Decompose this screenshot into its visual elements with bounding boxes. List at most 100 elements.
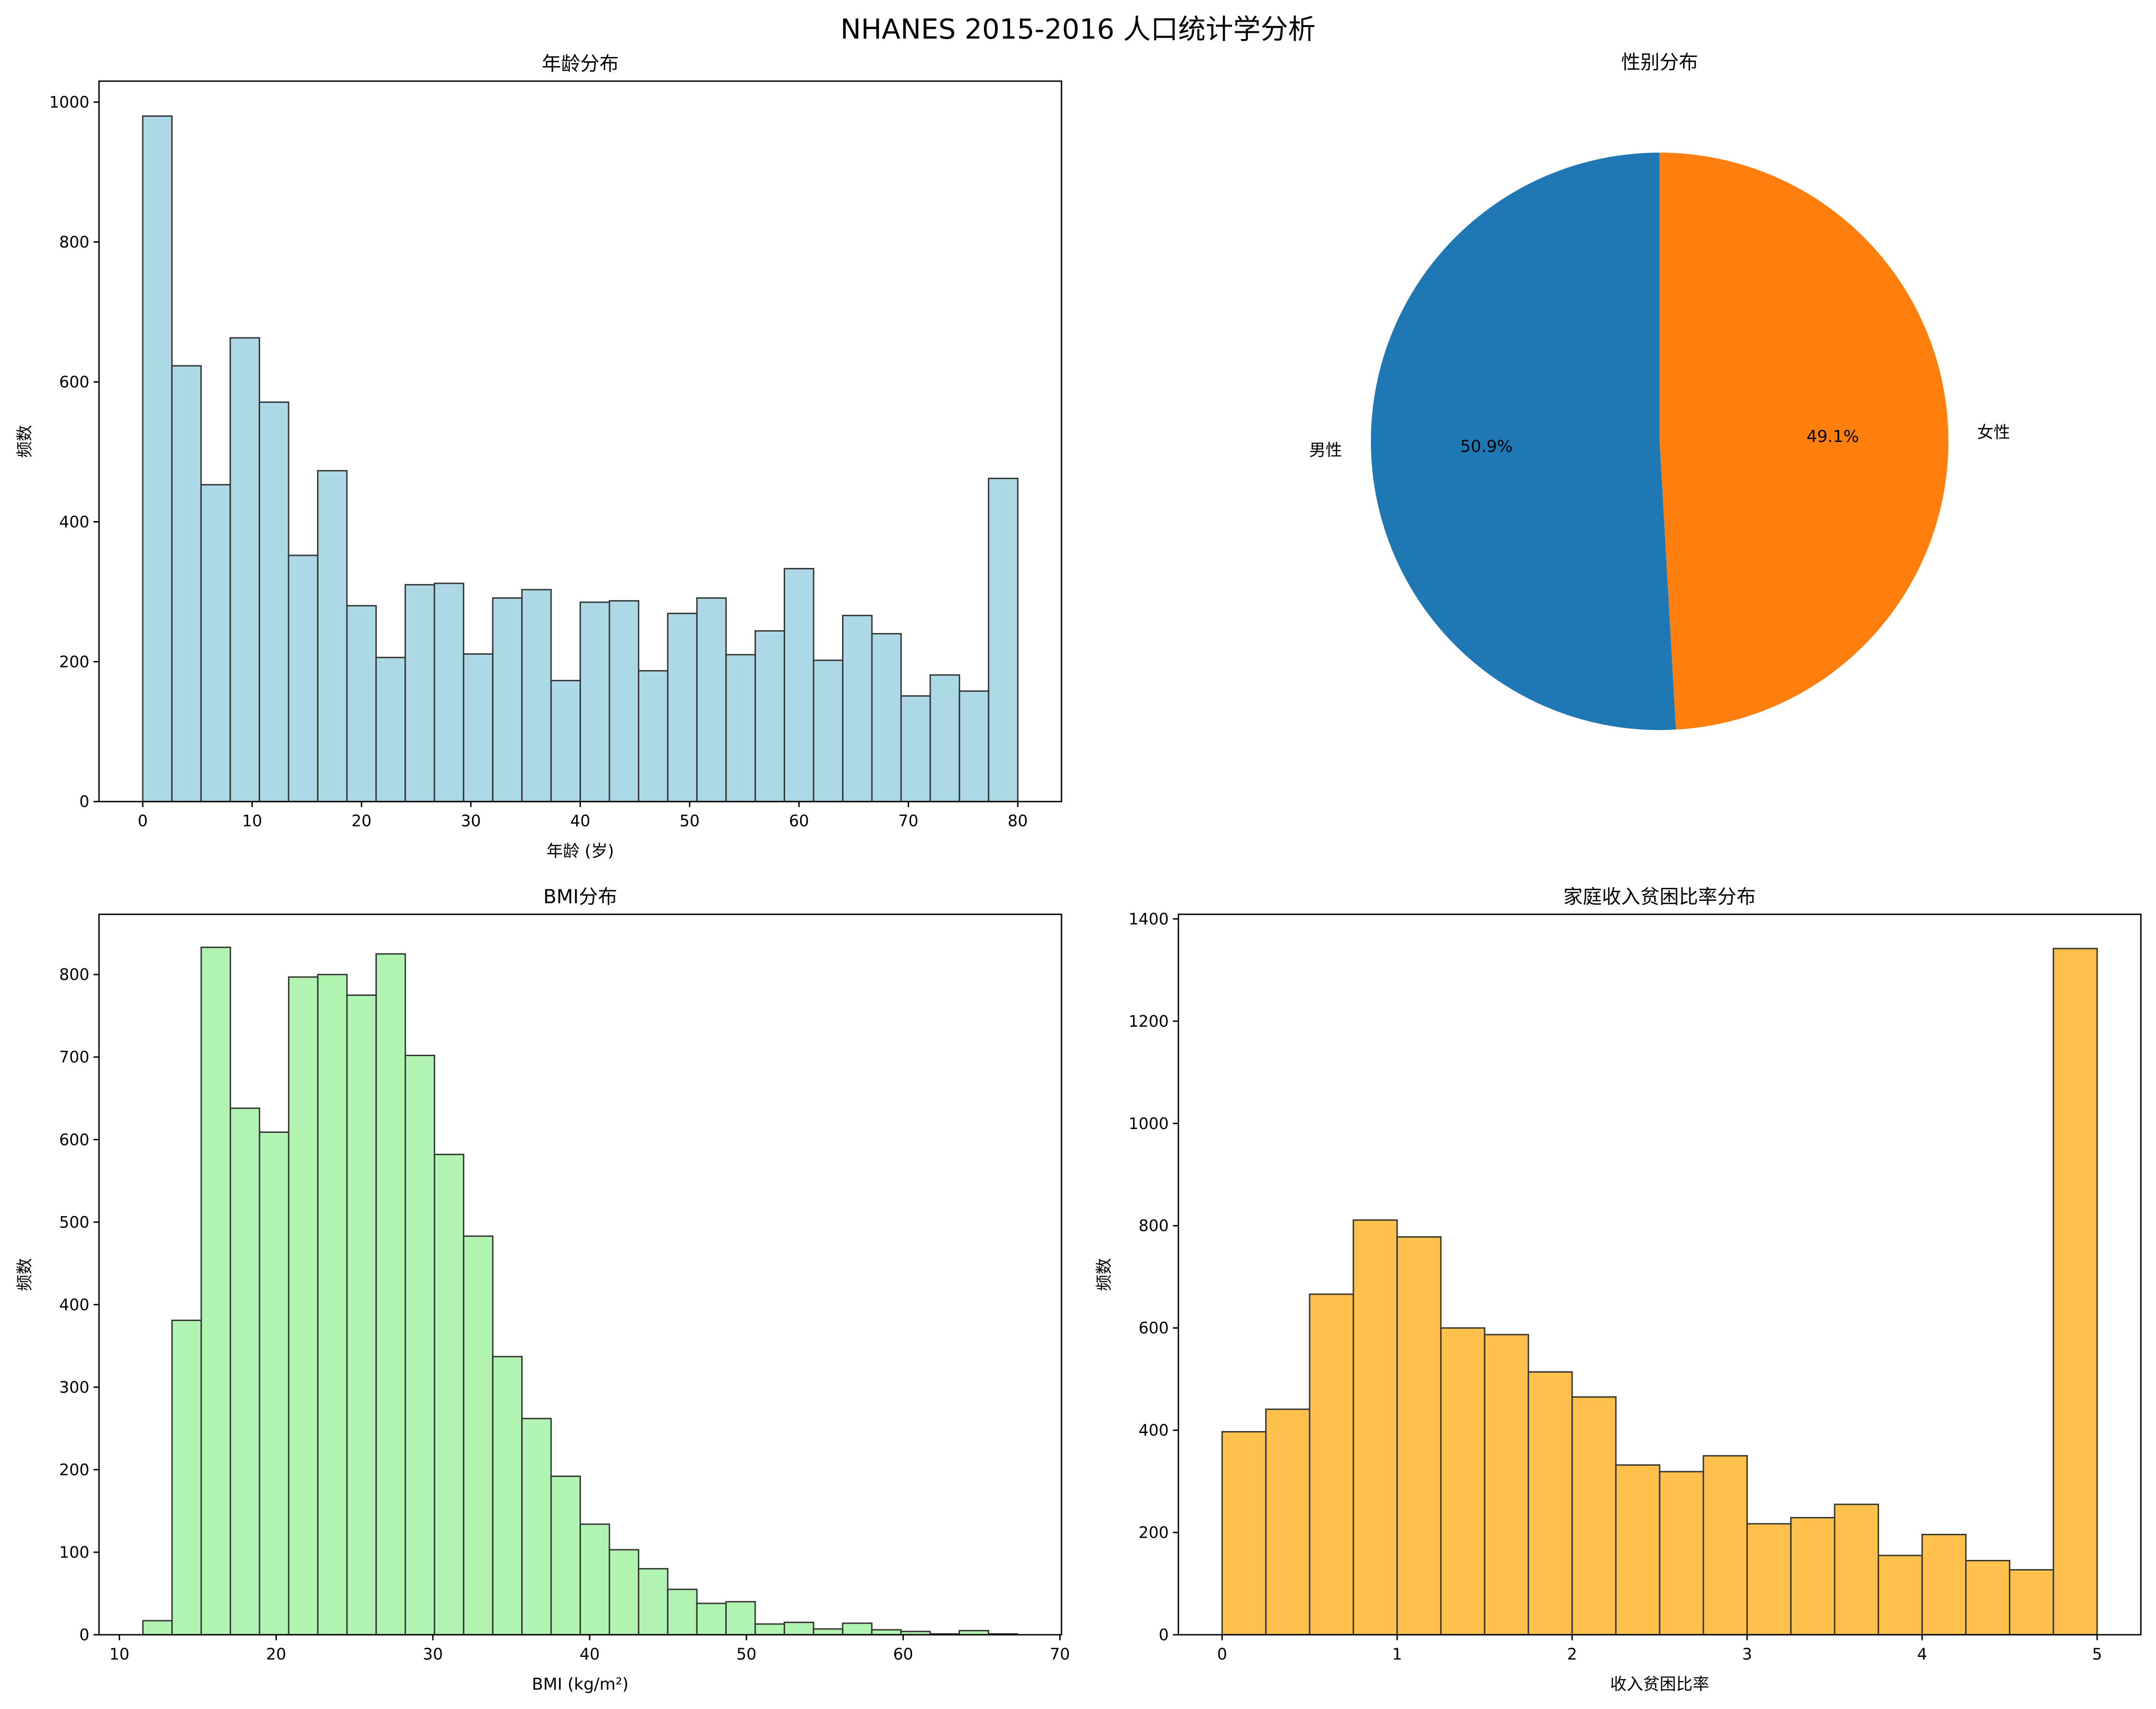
x-tick-label: 20: [351, 812, 372, 830]
x-tick-label: 10: [242, 812, 263, 830]
y-tick-label: 300: [59, 1378, 90, 1396]
histogram-bar: [142, 1620, 173, 1636]
y-tick-label: 700: [59, 1048, 90, 1066]
y-tick-label: 400: [1139, 1421, 1169, 1440]
y-tick-label: 800: [1139, 1217, 1169, 1235]
histogram-bar: [1878, 1555, 1923, 1636]
x-tick-label: 3: [1742, 1645, 1752, 1663]
histogram-bar: [288, 976, 319, 1636]
histogram-bar: [200, 484, 231, 802]
histogram-bar: [317, 974, 348, 1636]
axes-frame: [1177, 913, 2142, 1636]
gender-pie-chart: 性别分布 50.9% 男性 49.1% 女性: [1309, 52, 2010, 730]
x-axis-label: 年龄 (岁): [546, 841, 614, 861]
histogram-bar: [637, 670, 669, 802]
x-tick-label: 10: [110, 1645, 130, 1663]
histogram-bar: [550, 680, 581, 802]
y-tick-label: 1400: [1129, 910, 1169, 928]
histogram-bar: [784, 1622, 815, 1636]
histogram-bar: [958, 690, 990, 802]
y-tick-label: 1000: [49, 93, 89, 111]
histogram-bar: [1265, 1408, 1311, 1636]
x-tick-label: 1: [1392, 1645, 1402, 1663]
histogram-bar: [521, 589, 552, 802]
x-tick-label: 70: [1050, 1645, 1070, 1663]
histogram-bar: [433, 1154, 465, 1636]
bmi-histogram: 10 20 30 40 50 60 700100200300400500600700800B…: [15, 886, 1070, 1694]
histogram-bar: [871, 1629, 902, 1636]
chart-title: 家庭收入贫困比率分布: [1563, 886, 1756, 908]
histogram-bar: [842, 615, 873, 802]
histogram-bar: [492, 1356, 523, 1636]
y-axis-label: 频数: [1095, 1258, 1114, 1291]
histogram-bar: [433, 582, 465, 802]
histogram-bar: [229, 337, 261, 802]
y-tick-label: 100: [59, 1543, 90, 1561]
income-poverty-histogram: 0 1 2 3 4 5 0 200 400 600 800 1000 1200 1400 家庭收入贫困比率分…: [1095, 886, 2142, 1694]
histogram-bar: [608, 1549, 639, 1636]
y-tick-label: 0: [1159, 1626, 1169, 1644]
histogram-bar: [259, 1131, 290, 1636]
histogram-bar: [813, 660, 843, 802]
histogram-bar: [842, 1622, 873, 1636]
x-axis-label: 收入贫困比率: [1610, 1675, 1709, 1694]
chart-title: 年龄分布: [542, 53, 619, 75]
y-tick-label: 200: [59, 1461, 90, 1479]
histogram-bar: [1746, 1523, 1792, 1636]
histogram-bar: [988, 478, 1019, 802]
figure-title: NHANES 2015-2016 人口统计学分析: [841, 14, 1316, 45]
x-tick-label: 30: [423, 1645, 443, 1663]
age-histogram: 0 10 20 30 40 50 60 70 8002004006008001000年龄分布年龄…: [15, 53, 1063, 861]
y-tick-label: 500: [59, 1213, 90, 1231]
histogram-bar: [463, 653, 494, 802]
histogram-bar: [725, 1601, 756, 1636]
histogram-bar: [1790, 1516, 1836, 1636]
histogram-bar: [463, 1235, 494, 1636]
histogram-bar: [696, 1602, 727, 1636]
pie-percent-label: 50.9%: [1460, 437, 1513, 456]
histogram-bar: [696, 597, 727, 802]
pie-category-label: 女性: [1977, 423, 2010, 442]
histogram-bar: [1702, 1455, 1748, 1636]
x-tick-label: 80: [1008, 812, 1028, 830]
axes-frame: [98, 913, 1063, 1636]
histogram-bar: [346, 994, 377, 1636]
y-tick-label: 600: [1139, 1319, 1169, 1337]
x-tick-label: 30: [461, 812, 481, 830]
histogram-bar: [375, 953, 406, 1636]
y-tick-label: 600: [59, 1130, 90, 1149]
histogram-bar: [608, 600, 639, 802]
histogram-bar: [171, 365, 202, 802]
x-tick-label: 60: [789, 812, 809, 830]
y-tick-label: 800: [59, 965, 90, 984]
y-tick-label: 1200: [1129, 1012, 1169, 1031]
histogram-bar: [404, 1054, 435, 1636]
x-tick-label: 40: [570, 812, 591, 830]
x-axis-label: BMI (kg/m²): [532, 1675, 629, 1694]
histogram-bar: [404, 584, 435, 802]
histogram-bar: [1527, 1371, 1573, 1636]
x-tick-label: 0: [1217, 1645, 1227, 1663]
y-tick-label: 400: [59, 1296, 90, 1314]
histogram-bar: [754, 630, 786, 802]
histogram-bar: [1396, 1236, 1442, 1636]
histogram-bar: [1658, 1471, 1704, 1636]
histogram-bar: [1221, 1431, 1267, 1636]
pie-slice-male: [1370, 152, 1676, 730]
histogram-bar: [929, 674, 960, 802]
chart-title: 性别分布: [1621, 52, 1699, 74]
x-tick-label: 60: [893, 1645, 913, 1663]
x-tick-label: 70: [898, 812, 919, 830]
histogram-bar: [1484, 1334, 1529, 1636]
chart-title: BMI分布: [543, 886, 617, 908]
histogram-bar: [580, 601, 610, 802]
histogram-bar: [725, 654, 756, 802]
histogram-bar: [259, 401, 290, 802]
x-tick-label: 0: [138, 812, 148, 830]
histogram-bar: [813, 1628, 843, 1636]
histogram-bar: [1965, 1560, 2011, 1636]
histogram-bar: [667, 1588, 698, 1636]
histogram-bar: [346, 605, 377, 802]
y-tick-label: 0: [79, 793, 89, 811]
